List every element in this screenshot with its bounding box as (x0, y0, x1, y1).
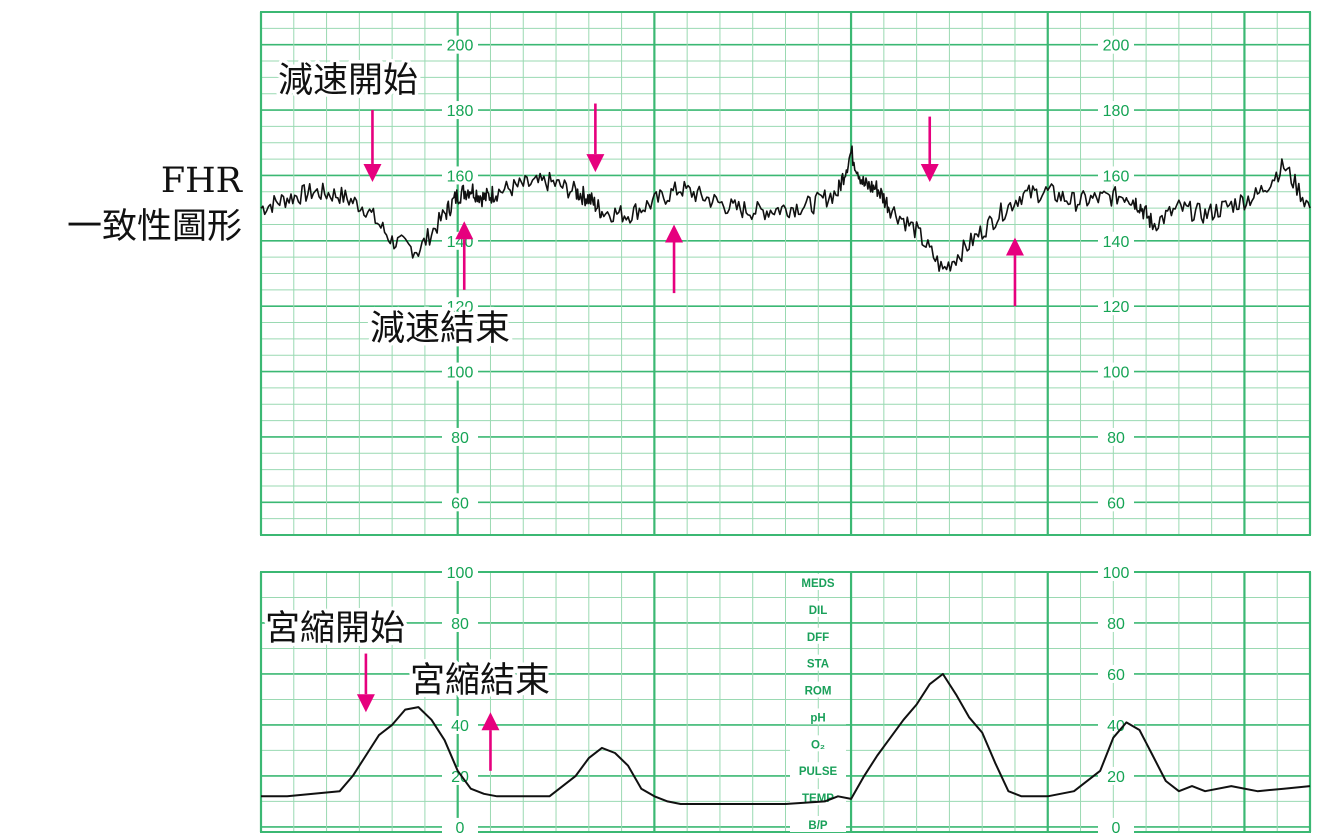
tick-label-bg (1098, 664, 1134, 683)
monitor-label-bg (790, 654, 846, 671)
tick-label-bg (1098, 297, 1134, 316)
annotation-arrow-head (665, 224, 684, 243)
annotation-arrow-head (586, 154, 605, 173)
monitor-label: DIL (809, 605, 828, 617)
y-tick-label: 120 (1103, 299, 1130, 316)
tick-label-bg (442, 362, 478, 381)
monitor-label-bg (790, 574, 846, 590)
y-tick-label: 0 (456, 820, 465, 837)
tick-label-bg (1098, 101, 1134, 120)
tick-label-bg (442, 766, 478, 785)
annotation-label: 減速開始 (278, 61, 418, 101)
annotation-arrow-head (481, 712, 500, 731)
grid (259, 571, 1312, 832)
side-label-line: FHR (161, 161, 244, 201)
panel-border (260, 11, 1311, 536)
panel-border (260, 571, 1311, 833)
tick-label-bg (1098, 817, 1134, 836)
series-line-0 (260, 145, 1311, 272)
grid (259, 11, 1312, 536)
y-tick-label: 200 (1103, 38, 1130, 55)
y-tick-label: 100 (1103, 365, 1130, 382)
monitor-label: B/P (808, 820, 828, 832)
monitor-label-bg (790, 681, 846, 698)
monitor-label-bg (790, 789, 846, 806)
y-tick-label: 80 (451, 430, 469, 447)
y-tick-label: 80 (1107, 616, 1125, 633)
monitor-label-bg (790, 708, 846, 725)
y-tick-label: 140 (1103, 234, 1130, 251)
tick-label-bg (1098, 493, 1134, 512)
series-line-0 (261, 673, 1311, 805)
y-tick-label: 0 (1112, 820, 1121, 837)
y-tick-label: 80 (1107, 430, 1125, 447)
annotation-label: 宮縮結束 (410, 661, 550, 701)
monitor-label-bg (790, 627, 846, 644)
tick-label-bg (1098, 362, 1134, 381)
annotation-label: 減速結束 (370, 309, 510, 349)
y-tick-label: 60 (1107, 495, 1125, 512)
annotation-arrow-head (455, 221, 474, 240)
monitor-label-bg (790, 735, 846, 752)
annotation-arrow-head (1005, 237, 1024, 256)
monitor-label-bg (790, 816, 846, 832)
y-tick-label: 100 (447, 565, 474, 582)
tick-label-bg (442, 427, 478, 446)
tick-label-bg (1098, 563, 1134, 581)
annotation-arrow-head (920, 163, 939, 182)
tick-label-bg (442, 817, 478, 836)
tick-label-bg (1098, 613, 1134, 632)
y-tick-label: 180 (447, 103, 474, 120)
y-tick-label: 60 (1107, 667, 1125, 684)
y-tick-label: 120 (447, 299, 474, 316)
monitor-label: PULSE (799, 766, 838, 778)
y-tick-label: 40 (451, 718, 469, 735)
y-tick-label: 80 (451, 616, 469, 633)
monitor-label: pH (810, 712, 825, 724)
y-tick-label: 100 (447, 365, 474, 382)
tick-label-bg (1098, 35, 1134, 54)
tick-label-bg (442, 101, 478, 120)
annotation-arrow-head (356, 694, 375, 713)
tick-label-bg (1098, 766, 1134, 785)
tick-label-bg (1098, 715, 1134, 734)
annotation-arrow-head (363, 163, 382, 182)
monitor-label: MEDS (801, 578, 835, 590)
tick-label-bg (442, 563, 478, 581)
y-tick-label: 60 (451, 495, 469, 512)
tick-label-bg (1098, 427, 1134, 446)
monitor-label: STA (807, 659, 829, 671)
tick-label-bg (442, 613, 478, 632)
tick-label-bg (442, 493, 478, 512)
tick-label-bg (442, 297, 478, 316)
tick-label-bg (442, 664, 478, 683)
tick-label-bg (442, 715, 478, 734)
side-label-line: 一致性圖形 (67, 207, 242, 247)
y-tick-label: 200 (447, 38, 474, 55)
tick-label-bg (442, 35, 478, 54)
monitor-label: ROM (805, 686, 832, 698)
monitor-label-bg (790, 600, 846, 617)
y-tick-label: 100 (1103, 565, 1130, 582)
y-tick-label: 180 (1103, 103, 1130, 120)
monitor-label: O₂ (811, 739, 825, 751)
monitor-label: DFF (807, 632, 829, 644)
tick-label-bg (1098, 231, 1134, 250)
annotation-label: 宮縮開始 (265, 609, 405, 649)
monitor-label-bg (790, 762, 846, 779)
tick-label-bg (442, 166, 478, 185)
y-tick-label: 20 (1107, 769, 1125, 786)
y-tick-label: 160 (447, 168, 474, 185)
y-tick-label: 60 (451, 667, 469, 684)
tick-label-bg (1098, 166, 1134, 185)
y-tick-label: 160 (1103, 168, 1130, 185)
